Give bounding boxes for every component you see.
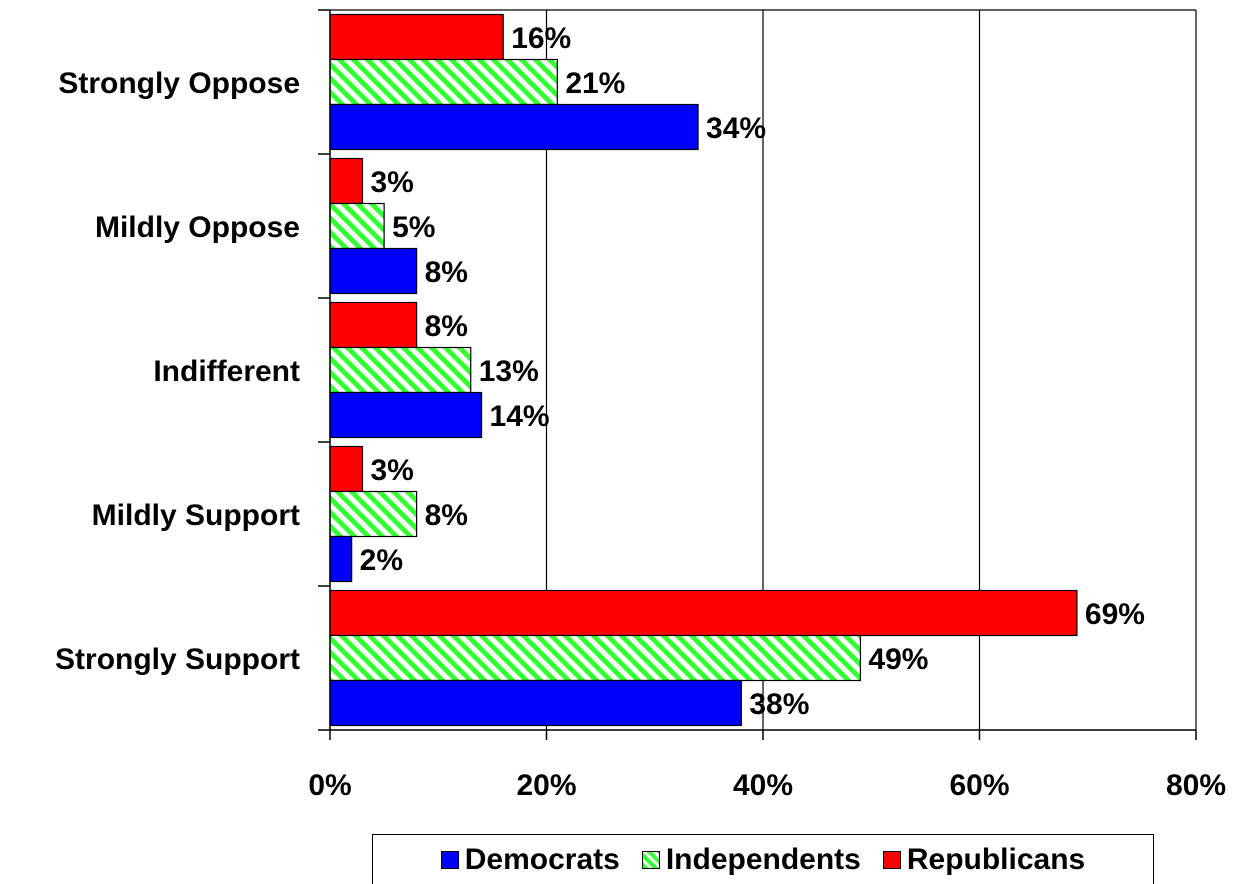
x-tick-label: 60% [949, 769, 1009, 802]
data-label-democrats-0: 34% [706, 112, 766, 145]
bar-republicans-0 [329, 13, 504, 61]
bar-independents-1 [329, 202, 385, 250]
data-label-democrats-4: 38% [749, 688, 809, 721]
legend-label-independents: Independents [665, 842, 861, 876]
legend-label-democrats: Democrats [464, 842, 620, 876]
legend-swatch-republicans [882, 850, 901, 869]
data-label-republicans-2: 8% [425, 310, 468, 343]
legend-label-republicans: Republicans [906, 842, 1086, 876]
data-label-independents-0: 21% [565, 67, 625, 100]
data-label-democrats-2: 14% [490, 400, 550, 433]
bar-republicans-3 [329, 445, 364, 493]
data-label-democrats-3: 2% [360, 544, 403, 577]
data-label-republicans-0: 16% [511, 22, 571, 55]
legend-item-republicans: Republicans [882, 842, 1086, 877]
x-tick-label: 40% [733, 769, 793, 802]
category-label: Strongly Support [55, 643, 300, 676]
category-label: Indifferent [153, 355, 300, 388]
data-label-republicans-3: 3% [370, 454, 413, 487]
x-tick-label: 20% [516, 769, 576, 802]
bar-democrats-0 [329, 103, 699, 151]
legend: Democrats Independents Republicans [372, 834, 1154, 884]
data-label-republicans-4: 69% [1085, 598, 1145, 631]
bar-independents-0 [329, 58, 558, 106]
category-label: Mildly Support [92, 499, 300, 532]
category-label: Mildly Oppose [95, 211, 300, 244]
legend-item-independents: Independents [641, 842, 861, 877]
x-tick-label: 80% [1166, 769, 1226, 802]
bar-democrats-3 [329, 535, 353, 583]
data-labels: 16% 21% 34% 3% 5% 8% 8% 13% 14% 3% 8% 2% 69% 49% 38% [360, 22, 1145, 721]
bar-chart: 16% 21% 34% 3% 5% 8% 8% 13% 14% 3% 8% 2% 69% 49% 38% S… [55, 9, 1226, 802]
x-tick-label: 0% [308, 769, 351, 802]
axes: Strongly Oppose Mildly Oppose Indifferent M… [55, 9, 1226, 802]
data-label-independents-4: 49% [868, 643, 928, 676]
bar-republicans-2 [329, 301, 418, 349]
data-label-independents-3: 8% [425, 499, 468, 532]
bar-republicans-4 [329, 589, 1078, 637]
bar-independents-4 [329, 634, 862, 682]
bar-republicans-1 [329, 157, 364, 205]
legend-swatch-independents [641, 850, 660, 869]
data-label-republicans-1: 3% [370, 166, 413, 199]
bar-independents-2 [329, 346, 472, 394]
bars [329, 13, 1078, 727]
data-label-democrats-1: 8% [425, 256, 468, 289]
bar-independents-3 [329, 490, 418, 538]
bar-democrats-4 [329, 679, 742, 727]
data-label-independents-1: 5% [392, 211, 435, 244]
category-label: Strongly Oppose [58, 67, 300, 100]
legend-item-democrats: Democrats [440, 842, 620, 877]
bar-democrats-2 [329, 391, 483, 439]
legend-swatch-democrats [440, 850, 459, 869]
data-label-independents-2: 13% [479, 355, 539, 388]
bar-democrats-1 [329, 247, 418, 295]
